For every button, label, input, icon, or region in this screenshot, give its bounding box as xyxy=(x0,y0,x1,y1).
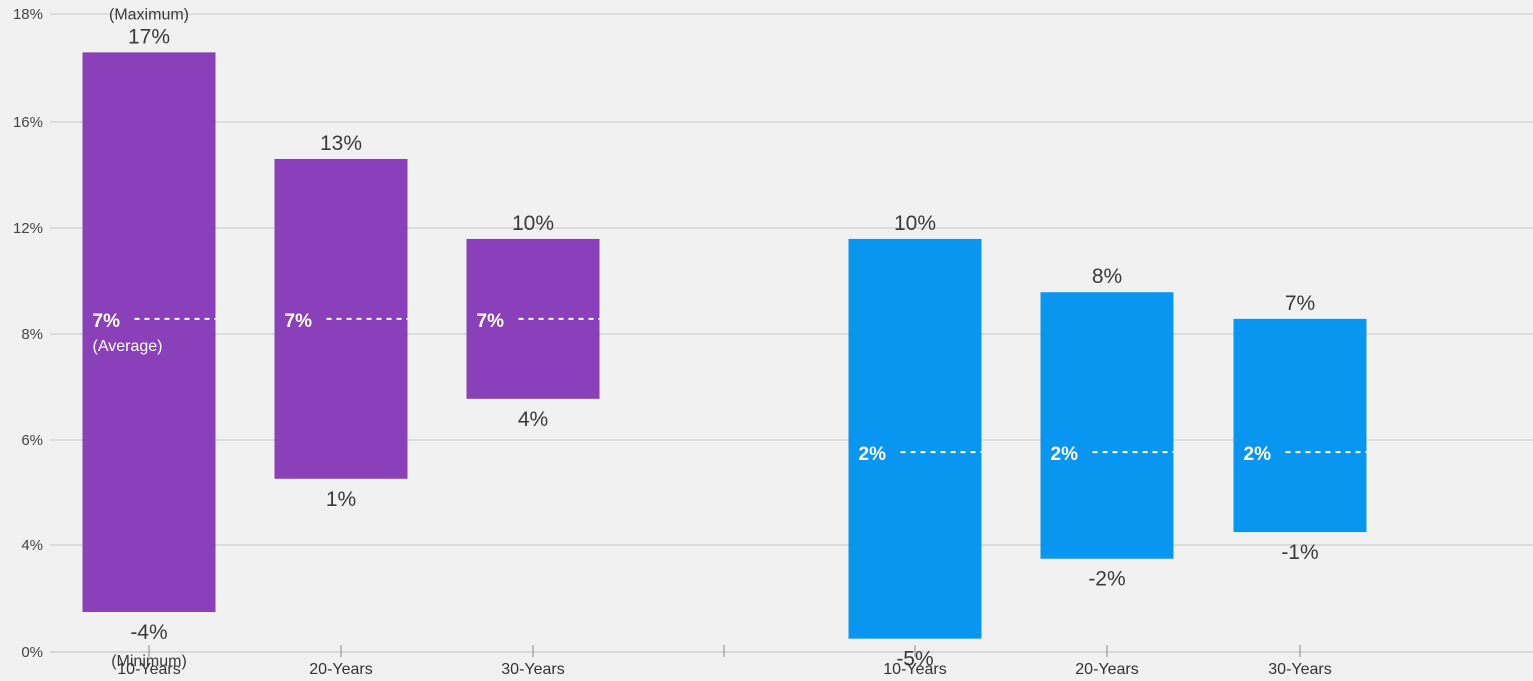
min-label: 1% xyxy=(326,488,356,511)
min-label: -5% xyxy=(896,648,933,671)
average-label: 7% xyxy=(477,311,505,332)
average-label: 7% xyxy=(93,311,121,332)
x-tick-label: 30-Years xyxy=(501,661,564,678)
min-note: (Minimum) xyxy=(111,653,187,670)
range-bar xyxy=(1040,292,1174,559)
max-label: 7% xyxy=(1285,292,1315,315)
max-label: 8% xyxy=(1092,265,1122,288)
min-label: -4% xyxy=(130,621,167,644)
x-tick-label: 20-Years xyxy=(1075,661,1138,678)
y-tick-label: 6% xyxy=(21,432,43,449)
range-bar xyxy=(82,52,216,613)
x-tick-label: 10-Years xyxy=(117,661,180,678)
max-label: 13% xyxy=(320,132,362,155)
max-label: 10% xyxy=(894,212,936,235)
y-tick-label: 18% xyxy=(13,6,43,23)
average-label: 2% xyxy=(1244,444,1272,465)
range-bar xyxy=(848,238,982,639)
range-bar xyxy=(1233,318,1367,533)
x-tick-label: 30-Years xyxy=(1268,661,1331,678)
average-label: 2% xyxy=(859,444,887,465)
min-label: 4% xyxy=(518,408,548,431)
max-label: 10% xyxy=(512,212,554,235)
y-tick-label: 8% xyxy=(21,326,43,343)
y-tick-label: 4% xyxy=(21,537,43,554)
x-tick-label: 20-Years xyxy=(309,661,372,678)
y-tick-label: 16% xyxy=(13,114,43,131)
min-label: -1% xyxy=(1281,541,1318,564)
y-tick-label: 0% xyxy=(21,644,43,661)
average-label: 7% xyxy=(285,311,313,332)
max-label: 17% xyxy=(128,25,170,48)
max-note: (Maximum) xyxy=(109,6,189,23)
min-label: -2% xyxy=(1088,568,1125,591)
x-tick-label: 10-Years xyxy=(883,661,946,678)
average-label: 2% xyxy=(1051,444,1079,465)
y-tick-label: 12% xyxy=(13,220,43,237)
average-note: (Average) xyxy=(93,338,163,355)
